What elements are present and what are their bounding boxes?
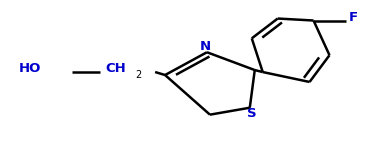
Text: HO: HO [19, 62, 41, 75]
Text: 2: 2 [135, 70, 141, 80]
Text: F: F [348, 11, 357, 24]
Text: N: N [200, 40, 211, 53]
Text: S: S [247, 107, 256, 120]
Text: CH: CH [105, 62, 126, 75]
